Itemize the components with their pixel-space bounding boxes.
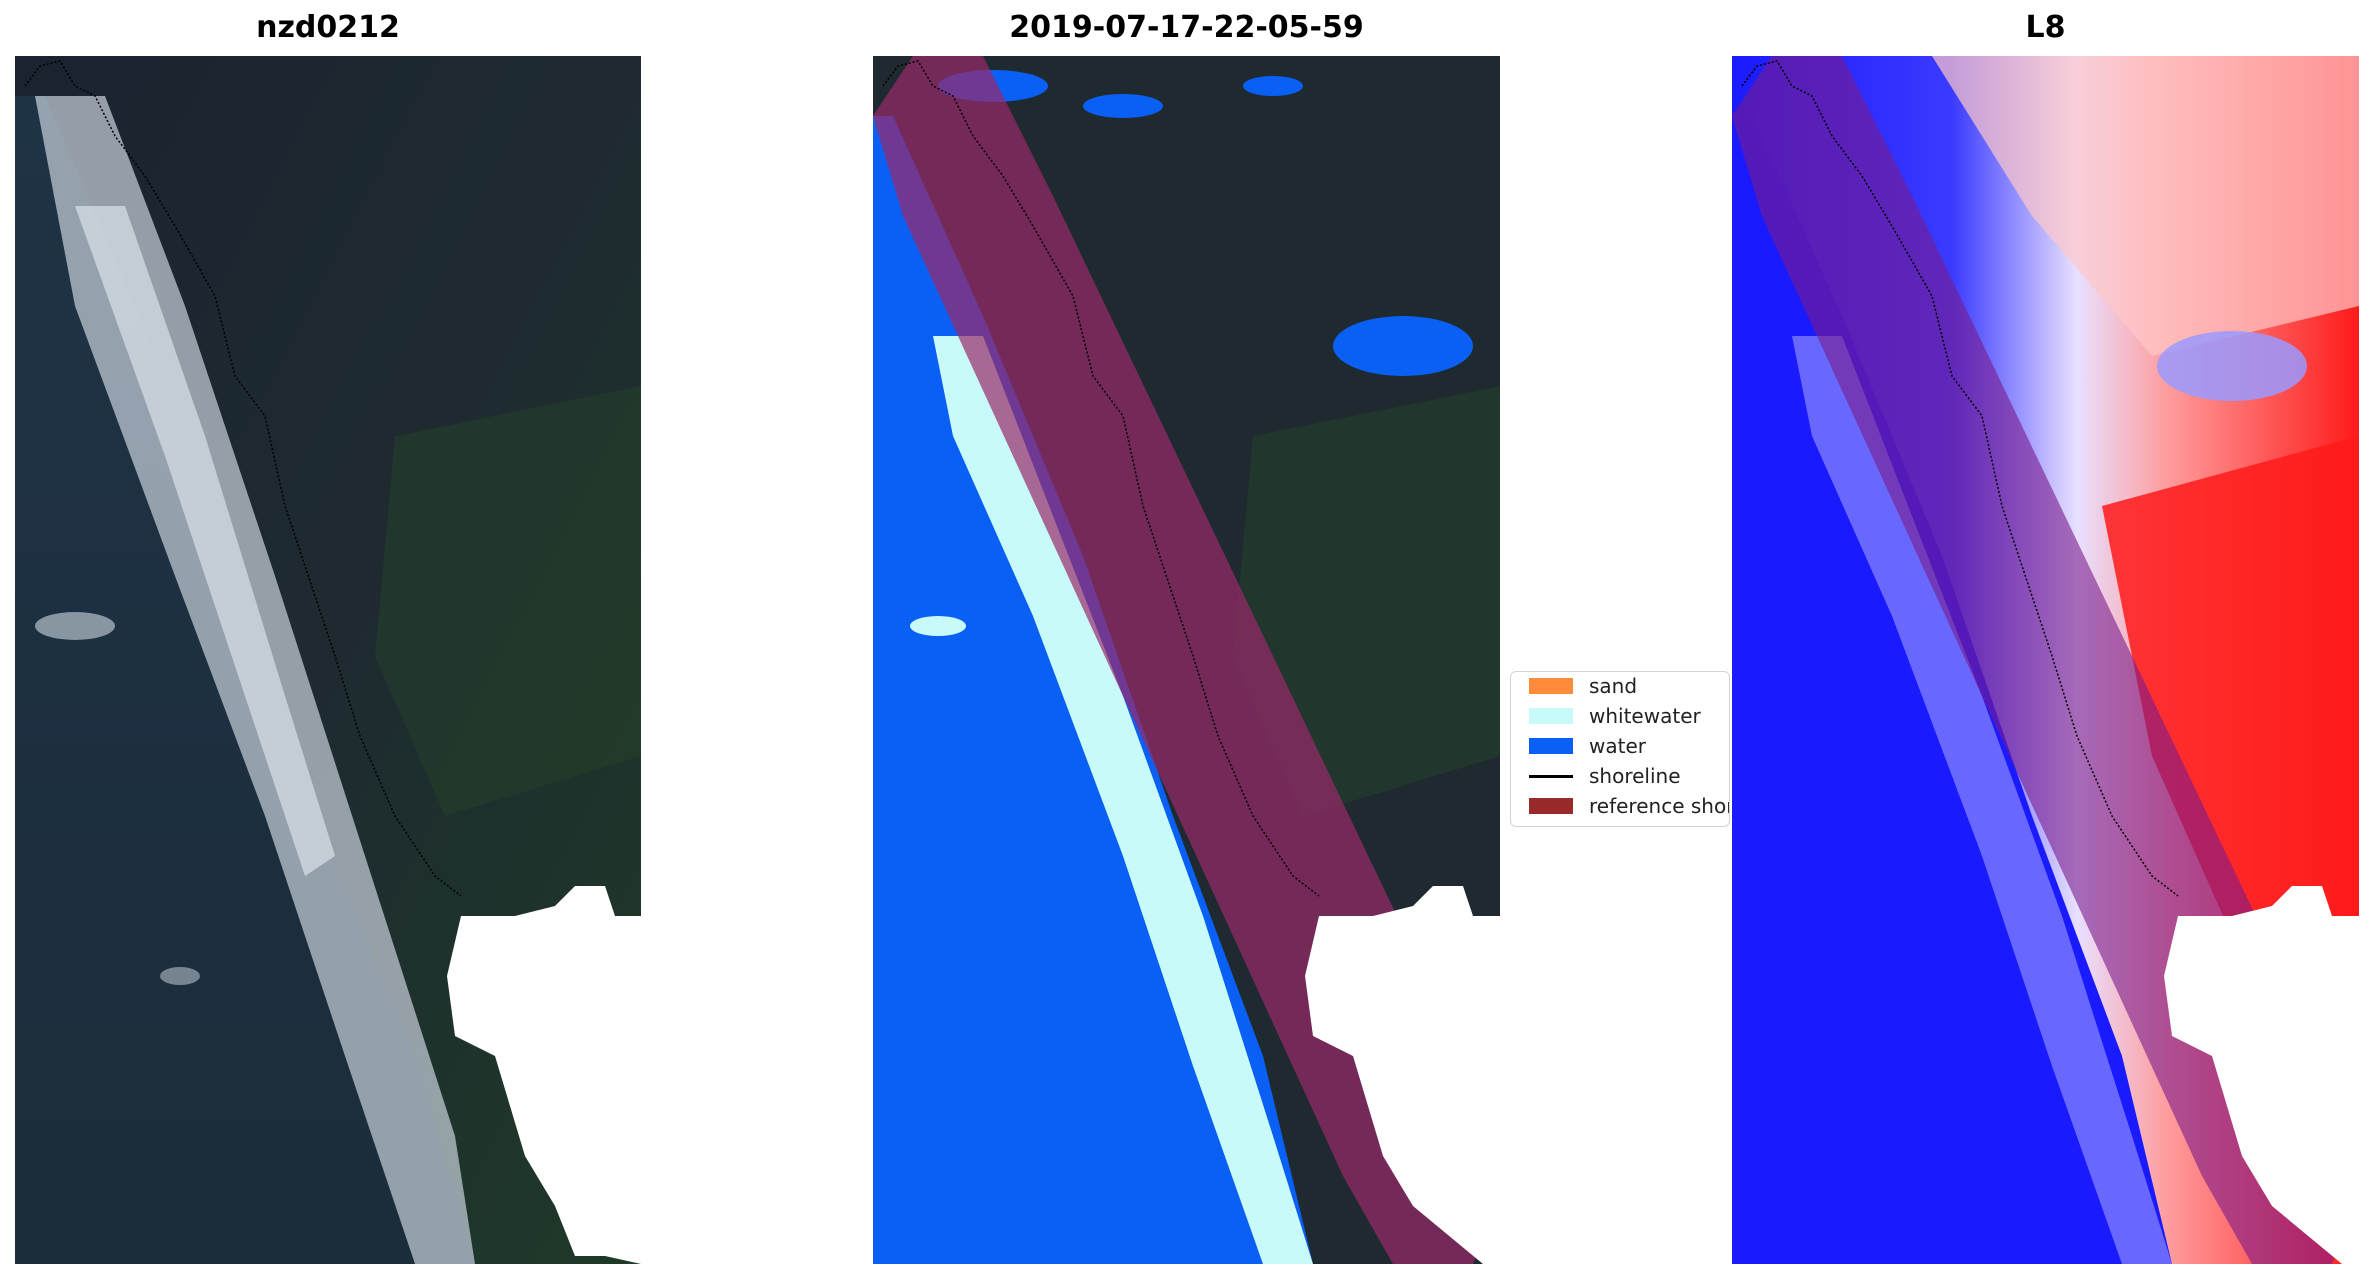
legend-item-reference-shoreline: reference shoreline buffer bbox=[1519, 792, 1730, 820]
light-index-region bbox=[1932, 56, 2359, 356]
rgb-image-panel bbox=[15, 56, 641, 1264]
no-data-cloud bbox=[447, 886, 641, 1264]
cloud-patch bbox=[160, 967, 200, 985]
legend-label: shoreline bbox=[1589, 764, 1681, 788]
buffer-swatch-icon bbox=[1529, 798, 1573, 814]
shoreline-line-icon bbox=[1529, 775, 1573, 778]
legend-label: sand bbox=[1589, 674, 1638, 698]
no-data-cloud bbox=[2164, 886, 2359, 1264]
shoreline-line bbox=[1741, 60, 2179, 897]
positive-index-region bbox=[2102, 436, 2359, 956]
shoreline-line bbox=[882, 60, 1320, 897]
legend-label: reference shoreline buffer bbox=[1589, 794, 1730, 818]
sand-swatch-icon bbox=[1529, 678, 1573, 694]
map-legend: sand whitewater water shoreline referenc… bbox=[1510, 671, 1730, 827]
water-swatch-icon bbox=[1529, 738, 1573, 754]
surf-index-band bbox=[1792, 336, 2172, 1264]
legend-item-shoreline: shoreline bbox=[1519, 762, 1729, 790]
whitewater-class-patch bbox=[910, 616, 966, 636]
classification-panel bbox=[873, 56, 1500, 1264]
panel-title-classification: 2019-07-17-22-05-59 bbox=[1009, 10, 1364, 45]
legend-label: water bbox=[1589, 734, 1646, 758]
cloud-index-patch bbox=[2157, 331, 2307, 401]
no-data-cloud bbox=[1305, 886, 1500, 1264]
cloud-patch bbox=[35, 612, 115, 640]
whitewater-swatch-icon bbox=[1529, 708, 1573, 724]
legend-label: whitewater bbox=[1589, 704, 1701, 728]
water-class-patch bbox=[1083, 94, 1163, 118]
whitewater-class-region bbox=[933, 336, 1313, 1264]
shoreline-line bbox=[24, 60, 462, 897]
green-vegetation bbox=[375, 386, 641, 816]
index-map-panel bbox=[1732, 56, 2359, 1264]
surf-zone-bright bbox=[75, 206, 335, 876]
legend-item-sand: sand bbox=[1519, 672, 1729, 700]
land-vegetation bbox=[1233, 386, 1500, 816]
water-class-patch bbox=[1243, 76, 1303, 96]
panel-title-index: L8 bbox=[2025, 10, 2066, 45]
panel-title-image: nzd0212 bbox=[256, 10, 400, 45]
legend-item-water: water bbox=[1519, 732, 1729, 760]
legend-item-whitewater: whitewater bbox=[1519, 702, 1729, 730]
water-class-patch bbox=[1333, 316, 1473, 376]
